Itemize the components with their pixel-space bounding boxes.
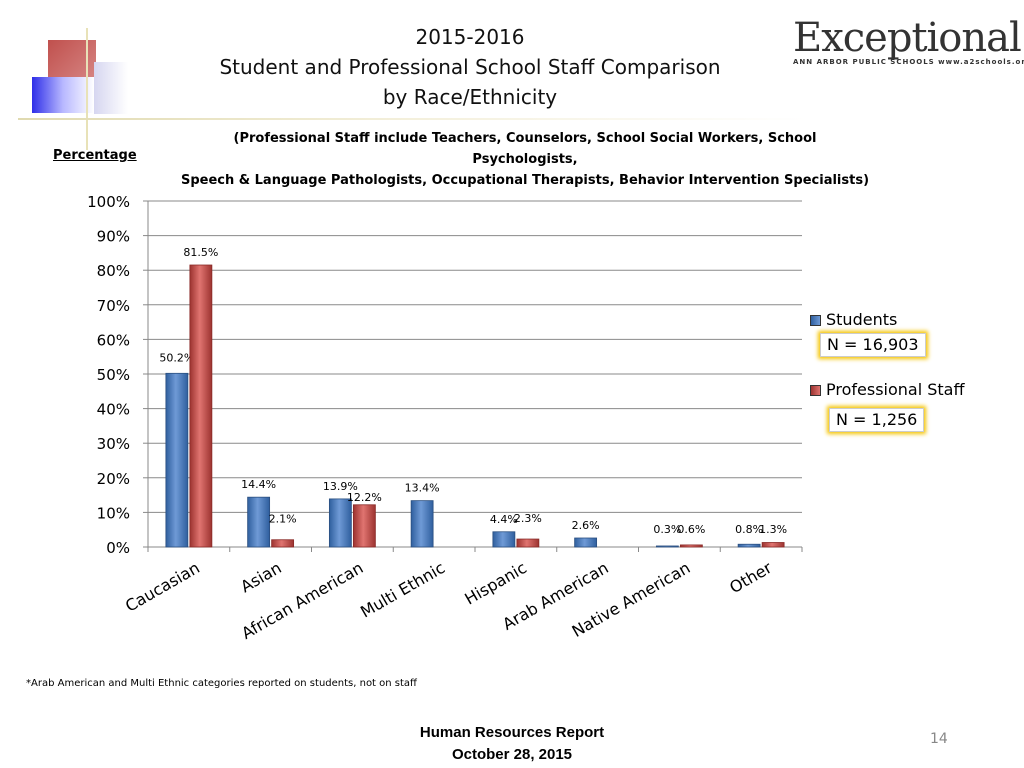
y-tick-label: 80% — [97, 262, 130, 280]
bar-staff — [271, 539, 295, 548]
x-category-label: Hispanic — [461, 558, 530, 609]
subtitle-line-2: Speech & Language Pathologists, Occupati… — [180, 173, 870, 188]
bar-students — [165, 372, 189, 548]
bar-students — [410, 500, 434, 548]
data-label-staff: 12.2% — [347, 491, 382, 504]
y-tick-label: 70% — [97, 297, 130, 315]
legend-swatch-staff — [810, 385, 821, 396]
title-line-1: 2015-2016 — [415, 25, 525, 49]
y-tick-label: 60% — [97, 331, 130, 349]
bar-staff — [679, 544, 703, 548]
decorative-vertical-line — [86, 28, 88, 150]
bar-students — [574, 537, 598, 548]
page-number: 14 — [930, 731, 948, 747]
data-label-staff: 81.5% — [183, 246, 218, 259]
bar-students — [247, 496, 271, 548]
chart-subtitle: (Professional Staff include Teachers, Co… — [180, 128, 870, 191]
data-label-students: 2.6% — [572, 519, 600, 532]
y-tick-label: 10% — [97, 504, 130, 522]
decorative-square-grey — [94, 62, 128, 114]
data-label-staff: 0.6% — [677, 523, 705, 536]
data-label-students: 13.9% — [323, 480, 358, 493]
title-line-3: by Race/Ethnicity — [382, 85, 558, 109]
bar-staff — [189, 264, 213, 548]
data-label-students: 14.4% — [241, 478, 276, 491]
bar-staff — [516, 538, 540, 548]
staff-count-box: N = 1,256 — [829, 408, 925, 432]
data-label-students: 0.8% — [735, 523, 763, 536]
data-label-students: 50.2% — [159, 351, 194, 364]
report-footer: Human Resources Report October 28, 2015 — [362, 722, 662, 766]
bar-students — [328, 498, 352, 548]
students-count-box: N = 16,903 — [820, 333, 926, 357]
data-label-staff: 1.3% — [759, 523, 787, 536]
decorative-horizontal-line — [18, 118, 808, 120]
logo-wordmark: Exceptional — [793, 15, 1022, 61]
data-label-students: 13.4% — [405, 482, 440, 495]
x-category-label: Caucasian — [122, 558, 203, 616]
bar-students — [492, 531, 516, 548]
y-tick-label: 30% — [97, 435, 130, 453]
x-category-label: Multi Ethnic — [357, 558, 448, 622]
footer-date: October 28, 2015 — [451, 746, 573, 763]
subtitle-line-1: (Professional Staff include Teachers, Co… — [233, 131, 817, 167]
bar-students — [655, 545, 679, 548]
bar-staff — [761, 542, 785, 548]
bar-staff — [352, 504, 376, 548]
y-tick-label: 40% — [97, 401, 130, 419]
y-tick-label: 50% — [97, 366, 130, 384]
y-tick-label: 20% — [97, 470, 130, 488]
data-label-staff: 2.1% — [269, 513, 297, 526]
y-axis-caption: Percentage — [53, 148, 137, 163]
y-tick-label: 0% — [106, 539, 130, 557]
legend-swatch-students — [810, 315, 821, 326]
legend-label-students: Students — [826, 310, 898, 329]
y-tick-label: 100% — [87, 193, 130, 211]
data-label-students: 0.3% — [653, 523, 681, 536]
bar-students — [737, 543, 761, 548]
x-category-label: Asian — [237, 558, 284, 596]
legend-label-staff: Professional Staff — [826, 380, 965, 399]
x-category-label: Other — [726, 558, 775, 597]
data-label-students: 4.4% — [490, 513, 518, 526]
y-tick-label: 90% — [97, 228, 130, 246]
exceptional-logo: Exceptional ANN ARBOR PUBLIC SCHOOLS www… — [793, 16, 1024, 72]
title-line-2: Student and Professional School Staff Co… — [219, 55, 721, 79]
footnote: *Arab American and Multi Ethnic categori… — [26, 678, 417, 689]
data-label-staff: 2.3% — [514, 512, 542, 525]
decorative-square-blue — [32, 77, 94, 113]
page-title: 2015-2016 Student and Professional Schoo… — [180, 22, 760, 112]
logo-tagline: ANN ARBOR PUBLIC SCHOOLS www.a2schools.o… — [793, 58, 1024, 66]
footer-report-title: Human Resources Report — [419, 724, 605, 741]
